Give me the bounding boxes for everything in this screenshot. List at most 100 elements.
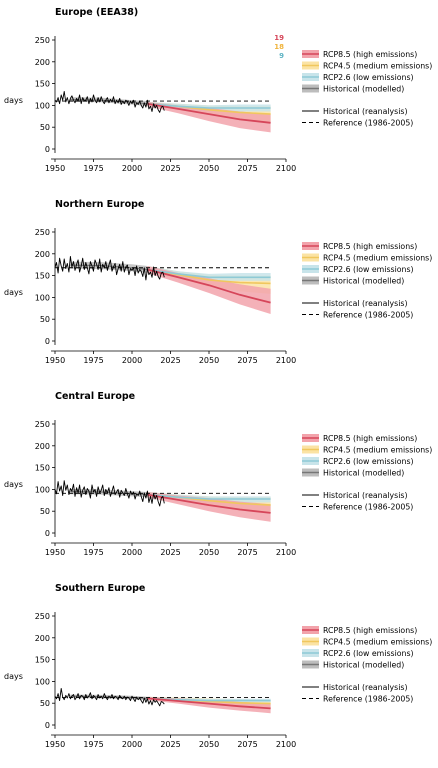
chart-panel: Europe (EEA38) 0 50 100 150 200 250 1950 1975 200… bbox=[4, 7, 432, 173]
y-axis-label: days bbox=[4, 480, 23, 489]
legend-label-rcp26: RCP2.6 (low emissions) bbox=[323, 457, 414, 466]
x-tick-label: 2075 bbox=[237, 740, 257, 749]
y-tick-label: 250 bbox=[35, 36, 50, 45]
model-count-rcp26: 9 bbox=[279, 52, 284, 60]
x-tick-label: 2050 bbox=[199, 740, 219, 749]
rcp26-mean-line bbox=[147, 493, 271, 500]
rcp26-mean-line bbox=[147, 268, 271, 279]
x-tick-label: 2050 bbox=[199, 356, 219, 365]
y-tick-label: 50 bbox=[40, 507, 50, 516]
legend-label-rcp45: RCP4.5 (medium emissions) bbox=[323, 62, 432, 71]
x-tick-label: 2050 bbox=[199, 164, 219, 173]
rcp85-mean-line bbox=[147, 102, 271, 124]
rcp26-band bbox=[147, 101, 271, 112]
legend-label-rcp85: RCP8.5 (high emissions) bbox=[323, 242, 417, 251]
x-tick-label: 2100 bbox=[276, 164, 296, 173]
y-tick-label: 200 bbox=[35, 634, 50, 643]
legend-label-hist_model: Historical (modelled) bbox=[323, 661, 404, 670]
x-tick-label: 2000 bbox=[122, 548, 142, 557]
x-tick-label: 1975 bbox=[83, 164, 103, 173]
legend-label-rcp26: RCP2.6 (low emissions) bbox=[323, 649, 414, 658]
chart-panel: Northern Europe 0 50 100 150 200 250 1950 1975 20… bbox=[4, 199, 432, 365]
legend-label-hist_model: Historical (modelled) bbox=[323, 469, 404, 478]
y-tick-label: 150 bbox=[35, 272, 50, 281]
legend-label-reference: Reference (1986-2005) bbox=[323, 503, 413, 512]
model-count-rcp85: 19 bbox=[274, 34, 284, 42]
legend: RCP8.5 (high emissions) RCP4.5 (medium em… bbox=[302, 50, 432, 128]
y-tick-label: 0 bbox=[45, 721, 50, 730]
x-tick-label: 1950 bbox=[45, 356, 65, 365]
historical-reanalysis-line bbox=[54, 687, 165, 707]
y-tick-label: 100 bbox=[35, 677, 50, 686]
x-tick-label: 2075 bbox=[237, 356, 257, 365]
legend-label-hist_model: Historical (modelled) bbox=[323, 85, 404, 94]
y-tick-label: 50 bbox=[40, 699, 50, 708]
legend-label-rcp85: RCP8.5 (high emissions) bbox=[323, 434, 417, 443]
legend-label-rcp85: RCP8.5 (high emissions) bbox=[323, 626, 417, 635]
y-tick-label: 100 bbox=[35, 101, 50, 110]
legend-label-reference: Reference (1986-2005) bbox=[323, 311, 413, 320]
historical-reanalysis-line bbox=[54, 480, 165, 507]
y-tick-label: 0 bbox=[45, 529, 50, 538]
x-tick-label: 2000 bbox=[122, 164, 142, 173]
x-tick-label: 1950 bbox=[45, 548, 65, 557]
legend-label-rcp45: RCP4.5 (medium emissions) bbox=[323, 638, 432, 647]
rcp85-mean-line bbox=[147, 493, 271, 514]
legend: RCP8.5 (high emissions) RCP4.5 (medium em… bbox=[302, 626, 432, 704]
y-axis-label: days bbox=[4, 96, 23, 105]
x-tick-label: 2000 bbox=[122, 740, 142, 749]
legend-label-rcp26: RCP2.6 (low emissions) bbox=[323, 265, 414, 274]
rcp85-mean-line bbox=[147, 268, 271, 304]
panel-title: Central Europe bbox=[55, 391, 135, 402]
y-tick-label: 50 bbox=[40, 315, 50, 324]
y-axis-label: days bbox=[4, 672, 23, 681]
legend-label-hist_model: Historical (modelled) bbox=[323, 277, 404, 286]
x-tick-label: 2050 bbox=[199, 548, 219, 557]
y-tick-label: 150 bbox=[35, 80, 50, 89]
x-tick-label: 2025 bbox=[160, 740, 180, 749]
y-tick-label: 150 bbox=[35, 464, 50, 473]
y-tick-label: 100 bbox=[35, 485, 50, 494]
x-tick-label: 1975 bbox=[83, 548, 103, 557]
y-tick-label: 200 bbox=[35, 250, 50, 259]
x-tick-label: 2100 bbox=[276, 548, 296, 557]
y-tick-label: 100 bbox=[35, 293, 50, 302]
x-tick-label: 2100 bbox=[276, 740, 296, 749]
historical-reanalysis-line bbox=[54, 90, 165, 113]
rcp26-mean-line bbox=[147, 102, 271, 109]
legend: RCP8.5 (high emissions) RCP4.5 (medium em… bbox=[302, 242, 432, 320]
y-tick-label: 150 bbox=[35, 656, 50, 665]
x-tick-label: 2075 bbox=[237, 164, 257, 173]
y-tick-label: 0 bbox=[45, 337, 50, 346]
legend-label-reference: Reference (1986-2005) bbox=[323, 119, 413, 128]
y-tick-label: 250 bbox=[35, 612, 50, 621]
historical-modelled-line bbox=[70, 264, 148, 271]
x-tick-label: 2025 bbox=[160, 164, 180, 173]
x-tick-label: 1975 bbox=[83, 356, 103, 365]
legend-label-rcp45: RCP4.5 (medium emissions) bbox=[323, 446, 432, 455]
y-tick-label: 50 bbox=[40, 123, 50, 132]
legend-label-rcp26: RCP2.6 (low emissions) bbox=[323, 73, 414, 82]
x-tick-label: 1975 bbox=[83, 740, 103, 749]
y-tick-label: 200 bbox=[35, 58, 50, 67]
x-tick-label: 2025 bbox=[160, 548, 180, 557]
y-tick-label: 200 bbox=[35, 442, 50, 451]
x-tick-label: 2100 bbox=[276, 356, 296, 365]
panel-title: Northern Europe bbox=[55, 199, 144, 210]
panel-title: Southern Europe bbox=[55, 583, 145, 594]
x-tick-label: 2000 bbox=[122, 356, 142, 365]
legend-label-reanalysis: Historical (reanalysis) bbox=[323, 107, 407, 116]
legend-label-reanalysis: Historical (reanalysis) bbox=[323, 299, 407, 308]
panel-title: Europe (EEA38) bbox=[55, 7, 138, 18]
legend-label-reanalysis: Historical (reanalysis) bbox=[323, 683, 407, 692]
y-tick-label: 250 bbox=[35, 228, 50, 237]
y-tick-label: 250 bbox=[35, 420, 50, 429]
legend-label-rcp85: RCP8.5 (high emissions) bbox=[323, 50, 417, 59]
x-tick-label: 2075 bbox=[237, 548, 257, 557]
chart-panel: Central Europe 0 50 100 150 200 250 1950 1975 200… bbox=[4, 391, 432, 557]
rcp85-mean-line bbox=[147, 697, 271, 710]
y-tick-label: 0 bbox=[45, 145, 50, 154]
historical-reanalysis-line bbox=[54, 255, 165, 281]
legend-label-reanalysis: Historical (reanalysis) bbox=[323, 491, 407, 500]
